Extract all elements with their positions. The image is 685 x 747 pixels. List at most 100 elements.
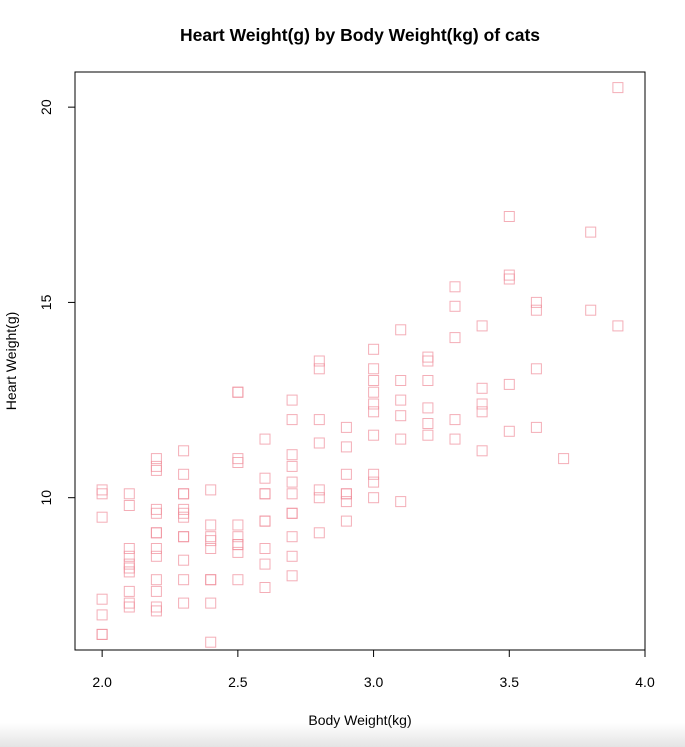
x-tick-label: 3.5 <box>500 674 520 690</box>
data-point <box>232 519 244 531</box>
data-point <box>313 527 325 539</box>
y-axis-label: Heart Weight(g) <box>3 312 19 411</box>
x-tick-label: 2.0 <box>92 674 112 690</box>
data-point <box>150 460 162 472</box>
data-point <box>96 593 108 605</box>
data-point <box>150 453 162 465</box>
data-point <box>313 355 325 367</box>
data-point <box>178 468 190 480</box>
data-point <box>368 468 380 480</box>
data-point <box>313 484 325 496</box>
data-point <box>449 414 461 426</box>
data-point <box>96 511 108 523</box>
data-point <box>368 406 380 418</box>
data-point <box>313 492 325 504</box>
data-point <box>368 363 380 375</box>
data-point <box>612 320 624 332</box>
data-point <box>150 503 162 515</box>
data-point <box>368 343 380 355</box>
data-point <box>96 628 108 640</box>
data-point <box>123 597 135 609</box>
data-point <box>150 507 162 519</box>
data-point <box>150 550 162 562</box>
data-point <box>232 531 244 543</box>
data-point <box>259 488 271 500</box>
data-point <box>123 543 135 554</box>
data-point <box>123 558 135 570</box>
data-point <box>395 324 407 336</box>
data-point <box>313 437 325 449</box>
data-point <box>286 507 298 519</box>
data-point <box>178 531 190 543</box>
data-point <box>123 585 135 597</box>
data-point <box>178 511 190 523</box>
data-point <box>340 468 352 480</box>
y-axis: 10 15 20 <box>38 99 76 505</box>
data-point <box>123 550 135 562</box>
data-point <box>286 531 298 543</box>
data-point <box>530 421 542 433</box>
data-point <box>286 476 298 488</box>
data-point <box>368 429 380 441</box>
x-tick-label: 3.0 <box>364 674 384 690</box>
x-axis: 2.0 2.5 3.0 3.5 4.0 <box>92 649 655 690</box>
data-point <box>476 445 488 457</box>
x-tick-label: 2.5 <box>228 674 248 690</box>
data-point <box>530 304 542 316</box>
data-point <box>530 363 542 375</box>
data-point <box>178 574 190 586</box>
data-point <box>232 386 244 398</box>
y-tick-label: 15 <box>38 294 54 310</box>
data-point <box>123 488 135 500</box>
data-point <box>178 488 190 500</box>
data-point <box>585 226 597 238</box>
data-point <box>150 527 162 539</box>
data-point <box>205 597 217 609</box>
data-point <box>422 351 434 363</box>
data-point <box>259 515 271 527</box>
data-point <box>503 378 515 390</box>
y-tick-label: 20 <box>38 99 54 115</box>
data-point <box>286 550 298 562</box>
data-point <box>123 562 135 574</box>
data-point <box>395 433 407 445</box>
data-point <box>395 375 407 386</box>
data-point <box>123 601 135 613</box>
data-point <box>368 492 380 504</box>
data-point <box>449 332 461 344</box>
data-point <box>503 425 515 437</box>
data-point <box>286 507 298 519</box>
data-point <box>530 296 542 308</box>
data-point <box>232 574 244 586</box>
data-point <box>340 441 352 453</box>
data-point <box>558 453 570 465</box>
data-point <box>449 281 461 293</box>
data-point <box>422 375 434 386</box>
data-point <box>422 429 434 441</box>
data-point <box>123 566 135 578</box>
data-point <box>476 398 488 410</box>
data-point <box>150 605 162 617</box>
data-point <box>150 527 162 539</box>
data-point <box>259 543 271 554</box>
data-point <box>96 628 108 640</box>
data-point <box>205 519 217 531</box>
data-point <box>150 464 162 476</box>
data-points <box>96 82 624 648</box>
data-point <box>178 531 190 543</box>
data-point <box>178 554 190 566</box>
data-point <box>449 433 461 445</box>
data-point <box>286 414 298 426</box>
data-point <box>340 488 352 500</box>
data-point <box>178 597 190 609</box>
data-point <box>205 574 217 586</box>
data-point <box>449 300 461 312</box>
data-point <box>503 269 515 281</box>
data-point <box>476 406 488 418</box>
data-point <box>340 421 352 433</box>
x-tick-label: 4.0 <box>635 674 655 690</box>
data-point <box>286 394 298 406</box>
data-point <box>205 484 217 496</box>
data-point <box>178 488 190 500</box>
